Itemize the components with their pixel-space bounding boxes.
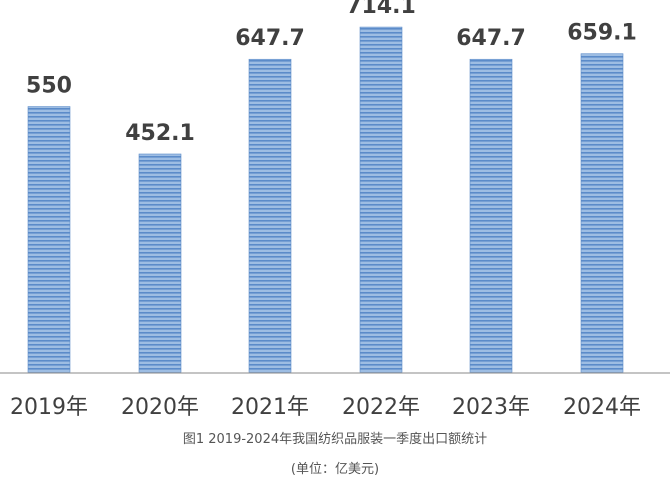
x-tick-label-2019年: 2019年 [10, 395, 88, 420]
x-tick-label-2022年: 2022年 [342, 395, 420, 420]
bar-2023年 [469, 58, 513, 374]
data-label-2020年: 452.1 [125, 121, 195, 146]
x-tick-label-2023年: 2023年 [452, 395, 530, 420]
chart-unit: (单位：亿美元) [290, 462, 380, 477]
bar-2020年 [138, 153, 182, 374]
bar-2022年 [359, 26, 403, 374]
chart-title: 图1 2019-2024年我国纺织品服装一季度出口额统计 [182, 432, 488, 447]
bar-chart: 550 452.1 647.7 714.1 647.7 659.1 2019年 2020年 2… [0, 0, 670, 420]
x-tick-label-2020年: 2020年 [121, 395, 199, 420]
data-label-2021年: 647.7 [235, 26, 305, 51]
data-label-2019年: 550 [26, 74, 72, 99]
data-label-2024年: 659.1 [567, 21, 637, 46]
x-tick-label-2024年: 2024年 [563, 395, 641, 420]
data-label-2022年: 714.1 [346, 0, 416, 19]
data-label-2023年: 647.7 [456, 26, 526, 51]
bar-2024年 [580, 53, 624, 374]
bar-2021年 [248, 58, 292, 374]
bar-2019年 [27, 106, 71, 374]
x-tick-label-2021年: 2021年 [231, 395, 309, 420]
